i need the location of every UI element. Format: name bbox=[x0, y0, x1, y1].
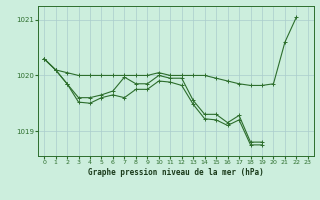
X-axis label: Graphe pression niveau de la mer (hPa): Graphe pression niveau de la mer (hPa) bbox=[88, 168, 264, 177]
